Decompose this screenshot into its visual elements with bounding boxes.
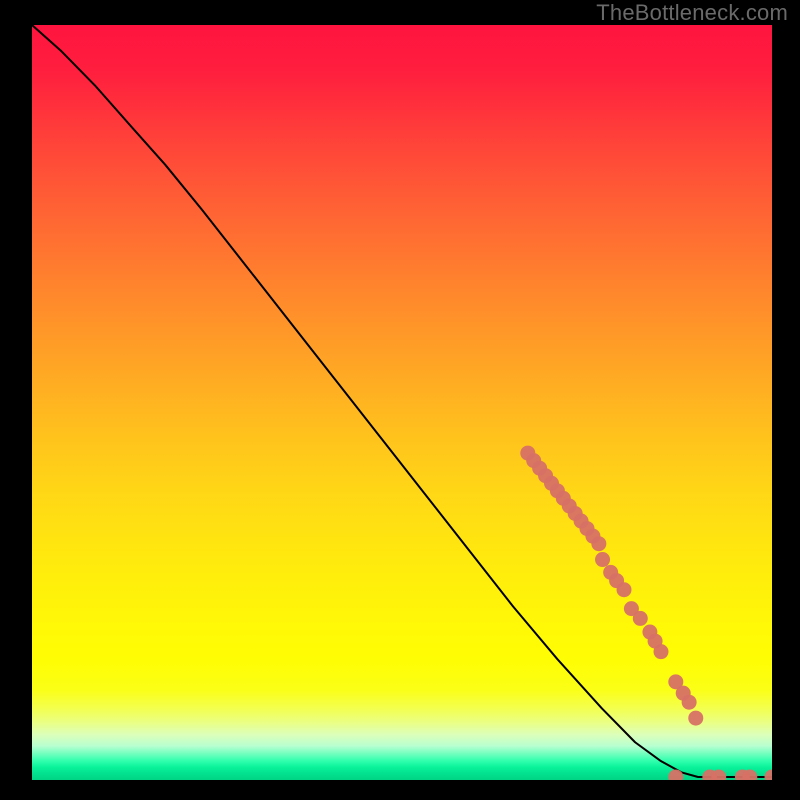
chart-svg	[32, 25, 772, 780]
data-marker	[595, 552, 610, 567]
plot-area	[32, 25, 772, 780]
data-marker	[591, 536, 606, 551]
data-marker	[617, 582, 632, 597]
data-marker	[654, 644, 669, 659]
chart-frame: TheBottleneck.com	[0, 0, 800, 800]
data-marker	[633, 611, 648, 626]
data-marker	[682, 695, 697, 710]
data-marker	[688, 711, 703, 726]
attribution-label: TheBottleneck.com	[596, 0, 788, 26]
gradient-background	[32, 25, 772, 780]
